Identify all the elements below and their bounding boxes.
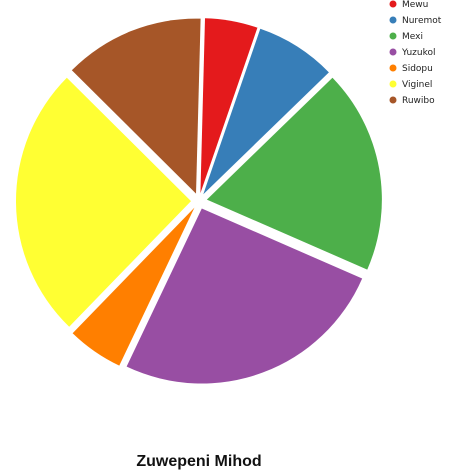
pie-slice-mewu <box>200 18 258 194</box>
legend-marker-ruwibo <box>389 96 397 104</box>
legend-marker-nuremot <box>389 16 397 24</box>
pie-slice-nuremot <box>203 28 329 195</box>
legend-label-sidopu: Sidopu <box>402 64 433 74</box>
pie-slice-mexi <box>206 77 382 270</box>
legend: Mewu Nuremot Mexi Yuzukol Sidopu Viginel Ruwib… <box>389 0 442 106</box>
chart-title: Zuwepeni Mihod <box>136 453 261 470</box>
pie-slices <box>16 18 382 384</box>
legend-label-viginel: Viginel <box>402 80 432 90</box>
pie-slice-yuzukol <box>126 208 363 384</box>
legend-marker-mewu <box>389 0 397 8</box>
legend-label-mexi: Mexi <box>402 32 423 42</box>
pie-slice-viginel <box>16 77 192 327</box>
legend-label-mewu: Mewu <box>402 0 428 10</box>
legend-marker-viginel <box>389 80 397 88</box>
legend-label-nuremot: Nuremot <box>402 16 442 26</box>
legend-marker-mexi <box>389 32 397 40</box>
legend-marker-yuzukol <box>389 48 397 56</box>
pie-slice-ruwibo <box>71 18 201 194</box>
legend-label-yuzukol: Yuzukol <box>401 48 436 58</box>
legend-label-ruwibo: Ruwibo <box>402 96 435 106</box>
pie-slice-sidopu <box>72 207 195 366</box>
legend-marker-sidopu <box>389 64 397 72</box>
